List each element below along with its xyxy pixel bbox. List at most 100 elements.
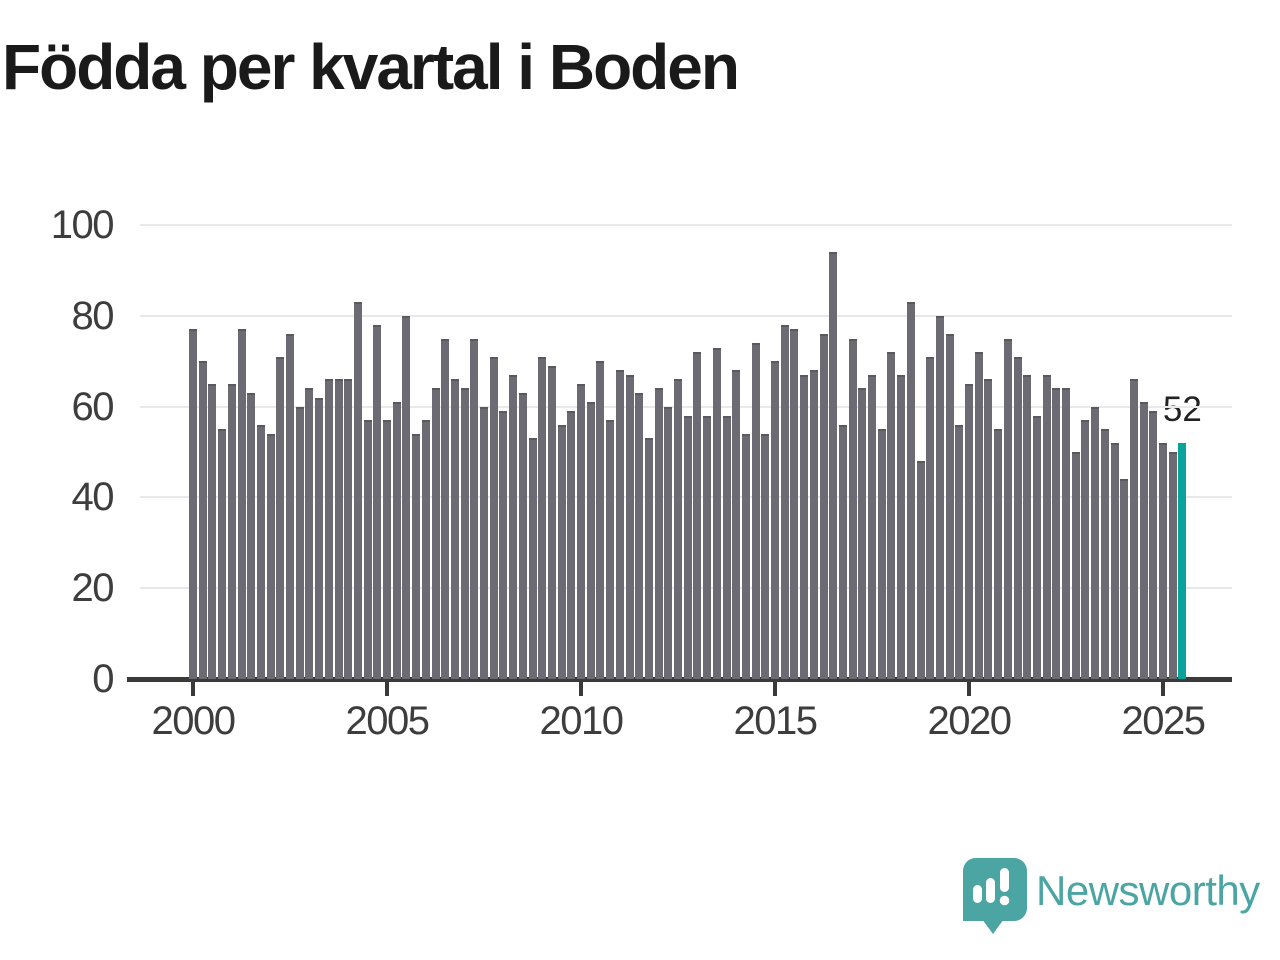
- bar: [790, 329, 799, 679]
- bar: [1003, 338, 1012, 679]
- newsworthy-logo-text: Newsworthy: [1036, 867, 1260, 914]
- bar: [780, 324, 789, 679]
- bar: [877, 429, 886, 679]
- bar: [412, 433, 421, 679]
- x-axis-label: 2025: [1121, 699, 1206, 743]
- bar: [208, 383, 217, 679]
- bar: [509, 374, 518, 679]
- bar: [567, 411, 576, 679]
- bar: [974, 352, 983, 679]
- bar: [334, 379, 343, 679]
- bar: [315, 397, 324, 679]
- bar: [383, 420, 391, 679]
- bar: [858, 388, 867, 679]
- y-axis-label: 100: [50, 203, 115, 247]
- bar: [353, 302, 362, 679]
- bar: [935, 315, 944, 679]
- bar: [538, 356, 547, 679]
- bar: [344, 379, 353, 679]
- newsworthy-speech-bubble-icon: [962, 857, 1027, 934]
- bar: [431, 388, 440, 679]
- bar: [480, 406, 488, 679]
- bar: [1013, 356, 1022, 679]
- bar: [266, 433, 275, 679]
- bar: [1120, 479, 1129, 679]
- bar: [809, 370, 818, 679]
- bar: [761, 433, 770, 679]
- bar: [392, 402, 401, 679]
- x-tick-2020: [967, 682, 971, 696]
- bar: [615, 370, 624, 679]
- bar: [926, 356, 935, 679]
- y-axis-label: 20: [71, 566, 115, 611]
- bar: [674, 379, 682, 679]
- bar: [1081, 420, 1090, 679]
- x-tick-2005: [385, 682, 389, 696]
- bar: [1168, 452, 1177, 679]
- bar: [897, 374, 906, 679]
- bar: [1091, 406, 1100, 679]
- bar: [984, 379, 993, 679]
- bar: [237, 329, 246, 679]
- bar: [994, 429, 1003, 679]
- bar: [577, 383, 585, 679]
- bar: [751, 343, 760, 679]
- value-label: 52: [1162, 389, 1202, 429]
- bar: [586, 402, 595, 679]
- x-axis-label: 2000: [151, 699, 236, 743]
- bar: [703, 415, 712, 679]
- y-axis-label: 80: [71, 293, 115, 338]
- bar: [518, 392, 527, 679]
- bar: [625, 374, 634, 679]
- bar: [838, 424, 847, 679]
- bar: [664, 406, 673, 679]
- bar: [1100, 429, 1109, 679]
- gridline-100: [140, 224, 1232, 226]
- x-tick-2010: [579, 682, 583, 696]
- gridline-80: [140, 314, 1232, 317]
- newsworthy-logo: Newsworthy: [960, 855, 1280, 941]
- bar: [450, 379, 459, 679]
- bar: [965, 383, 973, 679]
- bar: [373, 324, 382, 679]
- bar: [829, 252, 838, 679]
- bar: [1159, 442, 1167, 679]
- bar: [363, 420, 372, 679]
- bar: [218, 429, 227, 679]
- bar: [198, 361, 207, 679]
- bar: [916, 461, 925, 679]
- bar: [1110, 442, 1119, 679]
- bar: [247, 392, 256, 679]
- x-axis-label: 2010: [539, 699, 624, 743]
- x-tick-2000: [191, 682, 195, 696]
- bar: [499, 411, 508, 679]
- y-axis-label: 40: [71, 475, 115, 520]
- bar: [1042, 374, 1051, 679]
- bar: [693, 352, 702, 679]
- gridline-60: [140, 405, 1232, 408]
- bar: [819, 333, 828, 679]
- bar: [489, 356, 498, 679]
- bar: [771, 361, 779, 679]
- bar: [955, 424, 964, 679]
- bar: [800, 374, 809, 679]
- bar: [276, 356, 285, 679]
- bar: [470, 338, 479, 679]
- chart-title: Födda per kvartal i Boden: [2, 31, 740, 103]
- bar: [635, 392, 644, 679]
- x-tick-2015: [773, 682, 777, 696]
- bar: [945, 333, 954, 679]
- bar: [256, 424, 265, 679]
- bar: [654, 388, 663, 679]
- bar: [189, 329, 197, 679]
- bar: [887, 352, 896, 679]
- bar: [683, 415, 692, 679]
- bar: [848, 338, 857, 679]
- bar: [295, 406, 304, 679]
- bar: [227, 383, 236, 679]
- highlighted-bar: [1178, 442, 1187, 679]
- bar: [712, 347, 721, 679]
- bar: [557, 424, 566, 679]
- bar: [606, 420, 615, 679]
- bar: [1071, 452, 1080, 679]
